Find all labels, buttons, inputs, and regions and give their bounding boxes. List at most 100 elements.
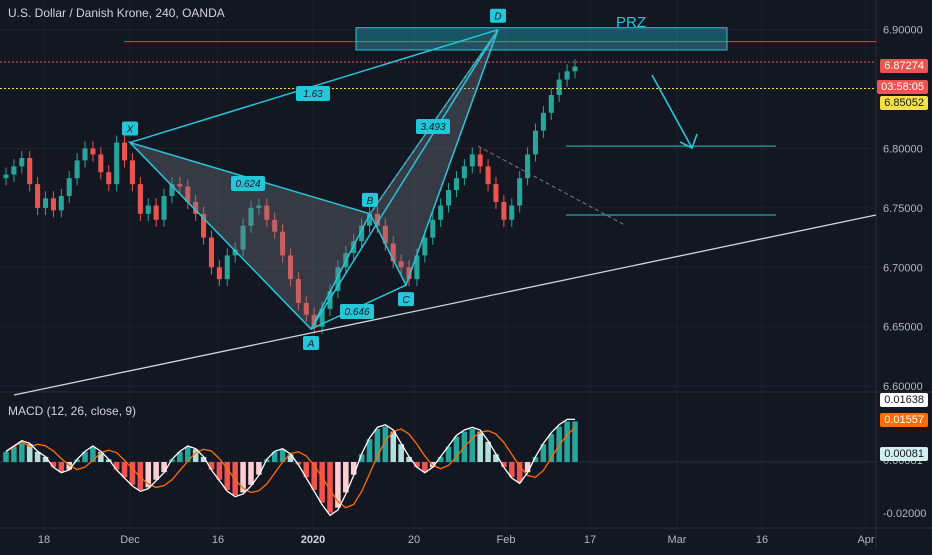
candle-body — [145, 205, 151, 214]
ratio-label: 1.63 — [303, 89, 323, 100]
macd-bar — [540, 444, 547, 462]
x-tick-label: Feb — [497, 534, 516, 546]
candle-body — [216, 267, 222, 280]
macd-bar — [224, 462, 231, 490]
macd-bar — [382, 426, 389, 462]
macd-tag: 0.00081 — [880, 447, 928, 461]
y-tick-label: 6.80000 — [883, 143, 923, 155]
xab-triangle — [127, 141, 372, 331]
candle-body — [398, 261, 404, 268]
macd-bar — [469, 429, 476, 462]
candle-body — [548, 95, 554, 113]
candle-body — [311, 314, 317, 327]
macd-bar — [200, 456, 207, 462]
macd-bar — [366, 439, 373, 462]
candle-body — [509, 205, 515, 220]
chart-title: U.S. Dollar / Danish Krone, 240, OANDA — [8, 6, 225, 20]
macd-bar — [548, 434, 555, 462]
macd-bar — [406, 456, 412, 462]
candle-body — [564, 71, 570, 80]
point-label: B — [367, 196, 374, 207]
macd-bar — [248, 462, 254, 485]
candle-body — [477, 154, 483, 167]
candle-body — [319, 308, 325, 327]
prz-label: PRZ — [616, 14, 646, 31]
candle-body — [153, 205, 159, 220]
candle-body — [177, 184, 183, 187]
macd-bar — [153, 462, 159, 480]
x-tick-label: 18 — [38, 534, 50, 546]
macd-bar — [374, 429, 381, 462]
support-trendline — [13, 214, 877, 396]
macd-bar — [422, 462, 428, 473]
candle-body — [453, 178, 459, 191]
ratio-label-bg — [340, 304, 374, 319]
ratio-label: 3.493 — [420, 122, 445, 133]
point-label: C — [402, 295, 410, 306]
macd-bar — [398, 444, 404, 462]
candle-body — [240, 225, 246, 250]
macd-bar — [208, 462, 215, 470]
x-tick-label: 20 — [408, 534, 420, 546]
macd-bar — [3, 451, 9, 462]
candle-body — [122, 142, 128, 161]
macd-bar — [113, 462, 120, 470]
macd-bar — [50, 462, 57, 468]
macd-bar — [145, 462, 152, 488]
ratio-label-bg — [231, 176, 265, 191]
macd-bar — [90, 446, 96, 462]
candle-body — [201, 213, 207, 238]
candle-body — [446, 190, 452, 206]
macd-bar — [477, 431, 483, 462]
macd-bar — [232, 462, 238, 495]
point-label: A — [307, 339, 315, 350]
macd-bar — [453, 436, 460, 462]
x-tick-label: 2020 — [301, 534, 325, 546]
candle-body — [137, 184, 143, 214]
macd-bar — [516, 462, 523, 483]
candle-body — [485, 166, 491, 185]
point-label-bg — [362, 192, 378, 207]
candle-body — [224, 255, 230, 280]
macd-tag: 0.01638 — [880, 393, 928, 407]
candle-body — [42, 198, 49, 208]
point-label-bg — [490, 8, 506, 23]
macd-bar — [184, 446, 191, 462]
macd-bar — [279, 449, 286, 462]
macd-signal-line — [5, 426, 576, 509]
macd-bar — [390, 431, 397, 462]
x-tick-label: 16 — [756, 534, 768, 546]
candle-body — [27, 157, 33, 185]
candle-body — [98, 154, 104, 173]
candle-body — [3, 174, 9, 179]
ratio-label: 0.624 — [235, 179, 260, 190]
y-tick-label: 6.75000 — [883, 203, 923, 215]
candle-body — [414, 255, 420, 280]
candle-body — [50, 198, 56, 211]
macd-bar — [161, 462, 167, 473]
macd-bar — [216, 462, 223, 480]
macd-bar — [58, 462, 65, 473]
macd-bar — [445, 446, 452, 462]
macd-bar — [532, 456, 539, 462]
price-tag: 6.87274 — [880, 59, 928, 73]
candle-body — [248, 207, 254, 226]
candle-body — [287, 255, 294, 280]
candle-body — [374, 213, 380, 226]
x-tick-label: Apr — [857, 534, 874, 546]
prz-box — [355, 27, 728, 51]
point-label: X — [126, 125, 134, 136]
x-tick-label: Dec — [120, 534, 140, 546]
candle-body — [232, 249, 238, 256]
point-label-bg — [122, 121, 138, 136]
candle-body — [517, 178, 523, 206]
macd-bar — [485, 441, 491, 462]
x-tick-label: 17 — [584, 534, 596, 546]
candle-body — [382, 225, 388, 244]
candle-body — [129, 160, 135, 185]
target-arrow — [651, 74, 698, 150]
candle-body — [264, 205, 270, 220]
macd-bar — [303, 462, 310, 478]
